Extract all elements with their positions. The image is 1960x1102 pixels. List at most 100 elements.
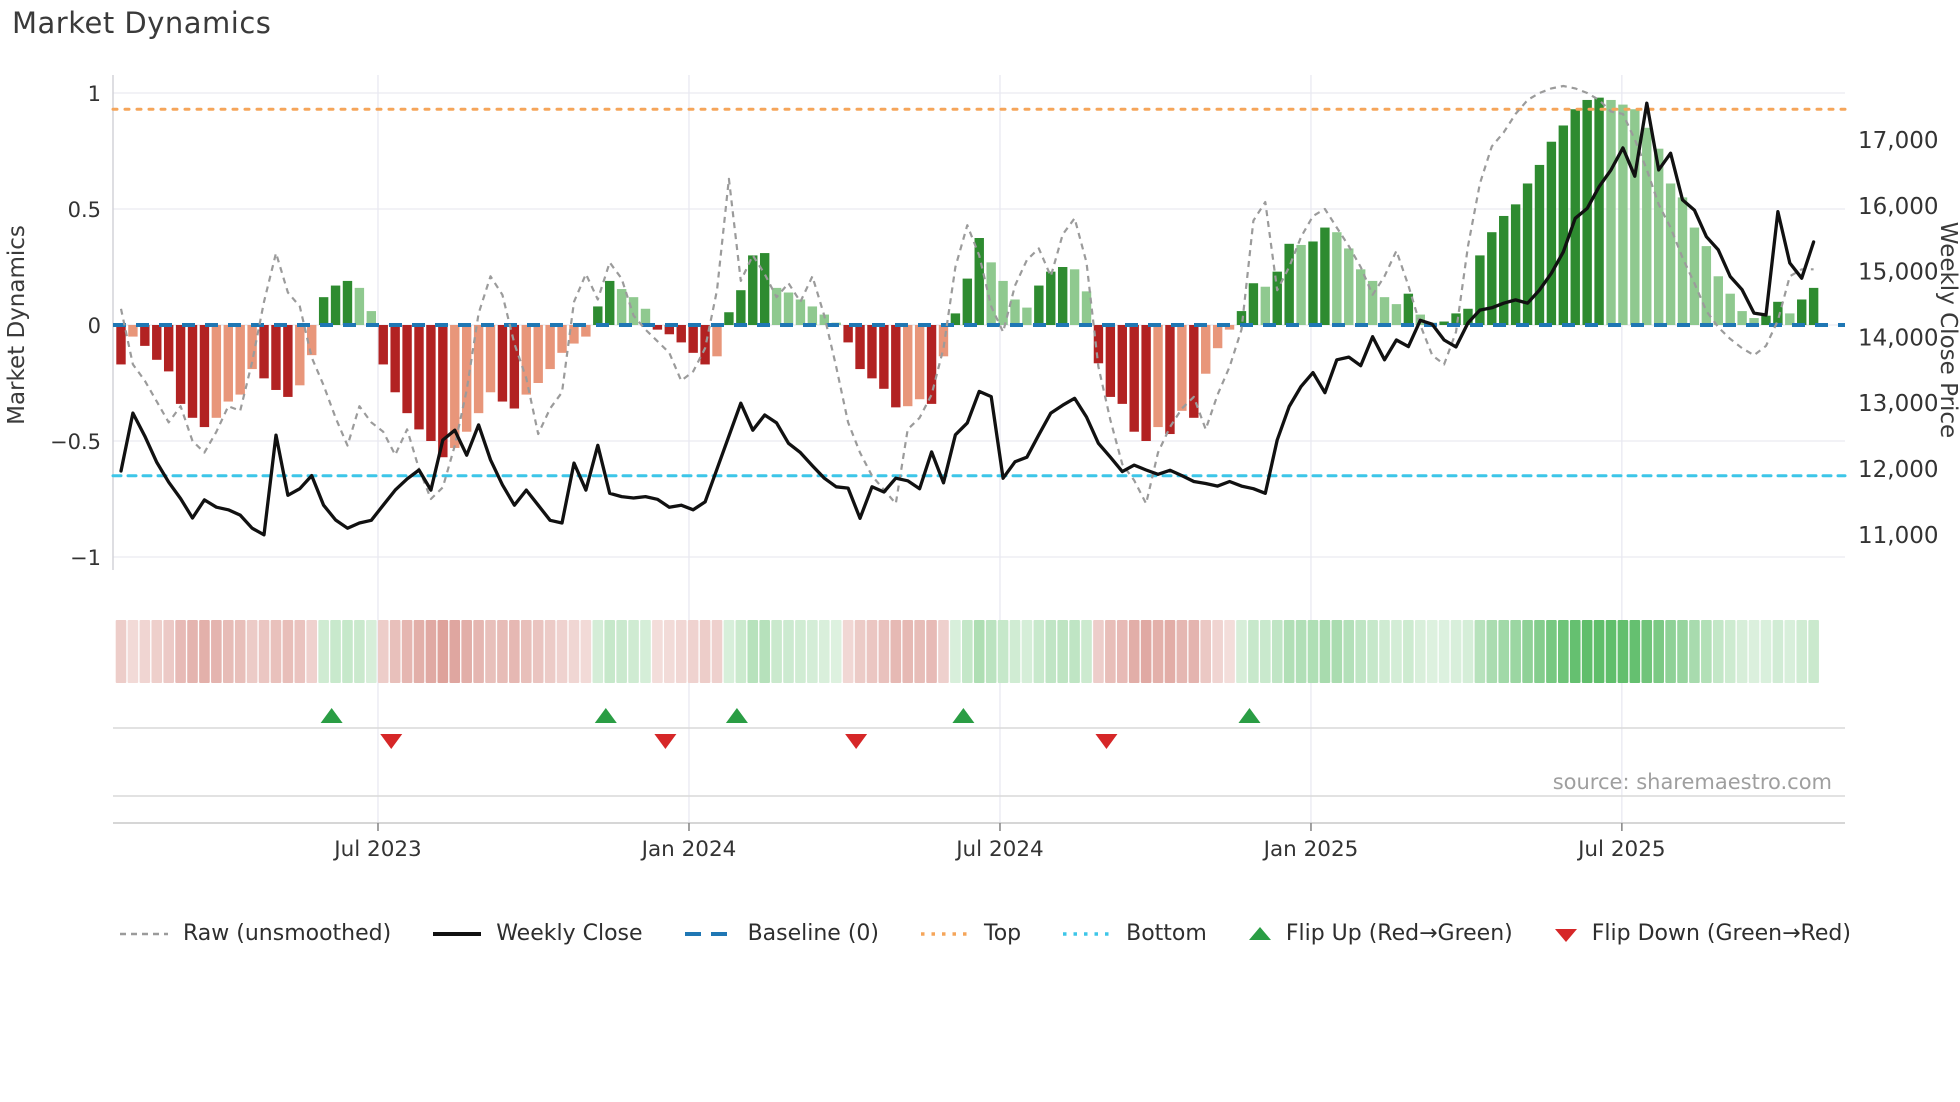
momentum-bar-negative	[1165, 325, 1175, 435]
heat-cell	[1772, 620, 1784, 683]
momentum-bar-positive	[1344, 248, 1354, 325]
momentum-bar-negative	[664, 325, 675, 335]
heat-cell	[199, 620, 210, 683]
heat-cell	[354, 620, 365, 683]
heat-cell	[461, 620, 472, 683]
momentum-bar-positive	[1355, 269, 1366, 325]
heat-cell	[1689, 620, 1700, 683]
momentum-bar-negative	[414, 325, 424, 430]
legend-item-label: Raw (unsmoothed)	[183, 921, 392, 946]
flip-up-marker-icon	[594, 708, 617, 723]
heat-cell	[1784, 620, 1796, 683]
dot-orange-icon	[921, 931, 969, 936]
dot-cyan-icon	[1063, 931, 1112, 936]
heat-cell	[1653, 620, 1664, 683]
momentum-bar-positive	[1785, 313, 1795, 325]
momentum-bar-positive	[1475, 255, 1485, 325]
momentum-bar-positive	[1749, 318, 1759, 325]
momentum-bar-positive	[1499, 215, 1509, 325]
momentum-bar-positive	[1308, 241, 1318, 325]
heat-cell	[544, 620, 556, 683]
heat-cell	[163, 620, 174, 683]
heat-cell	[1081, 620, 1092, 683]
heat-cell	[1212, 620, 1223, 683]
momentum-bar-positive	[1677, 197, 1688, 325]
heat-cell	[211, 620, 222, 683]
heat-cell	[675, 620, 687, 683]
heat-cell	[1331, 620, 1343, 683]
heat-cell	[1379, 620, 1390, 683]
market-dynamics-chart: Jul 2023 Jan 2024 Jul 2024 Jan 2025 Jul 2025…	[4, 75, 1960, 862]
heat-cell	[1438, 620, 1450, 683]
momentum-bar-positive	[1403, 293, 1414, 325]
heat-cell	[449, 620, 461, 683]
heat-cell	[985, 620, 997, 683]
momentum-bar-negative	[843, 325, 853, 343]
momentum-bar-positive	[974, 238, 984, 325]
heat-cell	[842, 620, 854, 683]
momentum-bar-negative	[688, 325, 698, 353]
momentum-bar-negative	[712, 325, 722, 357]
heat-cell	[1403, 620, 1414, 683]
heat-cell	[640, 620, 651, 683]
heat-cell	[664, 620, 675, 683]
momentum-bar-negative	[426, 325, 436, 441]
momentum-bar-positive	[1618, 104, 1628, 325]
momentum-bar-positive	[1773, 301, 1783, 325]
solid-black-icon	[433, 931, 482, 936]
heat-cell	[1426, 620, 1438, 683]
y-tick-label-left: 0.5	[68, 198, 101, 222]
momentum-bar-positive	[318, 297, 329, 325]
momentum-bar-negative	[879, 325, 889, 389]
heat-cell	[1021, 620, 1033, 683]
y-tick-label-right: 13,000	[1858, 391, 1938, 417]
weekly-close-line	[119, 101, 1816, 537]
heat-cell	[854, 620, 866, 683]
heat-cell	[1140, 620, 1152, 683]
heat-cell	[1486, 620, 1498, 683]
heat-cell	[1152, 620, 1164, 683]
momentum-bar-positive	[819, 314, 829, 325]
heat-cell	[222, 620, 234, 683]
y-tick-label-right: 14,000	[1858, 325, 1938, 351]
y-axis-label-left: Market Dynamics	[4, 225, 30, 425]
momentum-bar-negative	[307, 325, 317, 356]
momentum-bar-positive	[1725, 293, 1735, 325]
momentum-bar-positive	[616, 289, 627, 325]
heat-cell	[258, 620, 270, 683]
heat-cell	[592, 620, 604, 683]
momentum-bar-negative	[402, 325, 412, 414]
heat-cell	[604, 620, 616, 683]
heat-cell	[509, 620, 520, 683]
heat-cell	[878, 620, 890, 683]
heat-cell	[1414, 620, 1426, 683]
heat-cell	[807, 620, 818, 683]
momentum-bar-negative	[473, 325, 484, 414]
heat-cell	[389, 620, 401, 683]
heat-cell	[1534, 620, 1545, 683]
heat-cell	[687, 620, 699, 683]
heat-cell	[532, 620, 544, 683]
heat-cell	[1522, 620, 1533, 683]
momentum-bar-positive	[1665, 183, 1676, 325]
momentum-bar-negative	[1105, 325, 1116, 397]
momentum-bar-positive	[366, 311, 377, 325]
momentum-bar-positive	[1808, 287, 1819, 325]
x-tick-label: Jul 2024	[954, 837, 1044, 862]
momentum-bar-positive	[1510, 204, 1521, 325]
flip-up-marker-icon	[952, 708, 975, 723]
heat-cell	[1677, 620, 1688, 683]
heat-cell	[1593, 620, 1605, 683]
momentum-bar-positive	[1367, 280, 1378, 325]
heat-cell	[1260, 620, 1271, 683]
heat-cell	[1641, 620, 1653, 683]
heat-cell	[926, 620, 937, 683]
heat-cell	[413, 620, 425, 683]
heat-cell	[950, 620, 961, 683]
momentum-bar-negative	[175, 325, 186, 404]
heat-cell	[580, 620, 592, 683]
y-tick-label-right: 11,000	[1858, 523, 1938, 549]
raw-series	[119, 84, 1814, 505]
y-tick-label-left: −0.5	[50, 430, 101, 454]
heat-cell	[330, 620, 341, 683]
